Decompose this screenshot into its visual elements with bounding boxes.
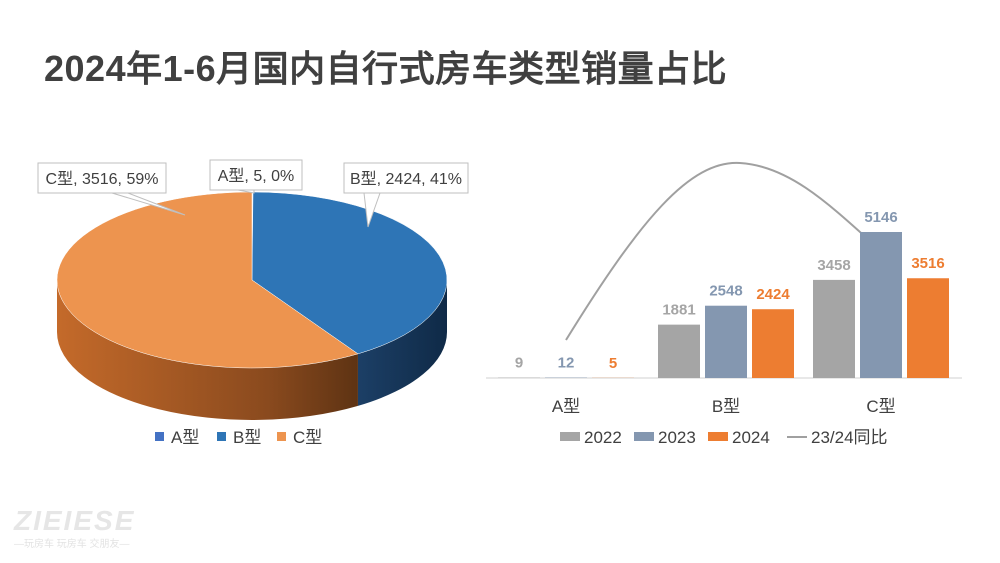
bar-value-label-C型-2023: 5146 bbox=[864, 209, 897, 226]
watermark-tagline: —玩房车 玩房车 交朋友— bbox=[14, 539, 130, 550]
bar-legend-label-2023: 2023 bbox=[658, 428, 696, 447]
bar-legend-swatch-2022 bbox=[560, 432, 580, 441]
bar-B型-2022 bbox=[658, 324, 700, 378]
pie-data-label-C: C型, 3516, 59% bbox=[46, 170, 159, 188]
pie-data-label-A: A型, 5, 0% bbox=[218, 167, 294, 185]
bar-value-label-B型-2022: 1881 bbox=[662, 302, 695, 319]
yoy-line bbox=[565, 161, 881, 341]
watermark: ZIEIESE —玩房车 玩房车 交朋友— bbox=[14, 505, 164, 550]
pie-label-box-C bbox=[37, 162, 167, 194]
bar-value-label-B型-2024: 2424 bbox=[756, 286, 790, 303]
x-tick-label-2: C型 bbox=[866, 397, 895, 416]
pie-side-C bbox=[57, 280, 358, 420]
bar-value-label-A型-2024: 5 bbox=[609, 355, 617, 372]
pie-label-box-B bbox=[343, 162, 469, 194]
bar-C型-2023 bbox=[860, 232, 902, 378]
bar-B型-2024 bbox=[752, 309, 794, 378]
bar-value-label-C型-2022: 3458 bbox=[817, 257, 850, 274]
pie-label-box-A bbox=[209, 159, 303, 191]
bar-legend-label-2024: 2024 bbox=[732, 428, 770, 447]
bar-legend-swatch-2023 bbox=[634, 432, 654, 441]
pie-legend-label-B: B型 bbox=[233, 428, 261, 447]
pie-legend-swatch-C bbox=[277, 432, 286, 441]
x-tick-label-1: B型 bbox=[712, 397, 740, 416]
bar-C型-2024 bbox=[907, 278, 949, 378]
bar-value-label-B型-2023: 2548 bbox=[709, 283, 742, 300]
pie-legend-label-A: A型 bbox=[171, 428, 199, 447]
pie-data-label-B: B型, 2424, 41% bbox=[350, 170, 462, 188]
watermark-logo: ZIEIESE bbox=[14, 505, 136, 536]
bar-legend-swatch-2024 bbox=[708, 432, 728, 441]
bar-C型-2022 bbox=[813, 279, 855, 378]
bar-value-label-A型-2023: 12 bbox=[558, 355, 575, 372]
bar-value-label-A型-2022: 9 bbox=[515, 355, 523, 372]
bar-legend-label-line: 23/24同比 bbox=[811, 428, 888, 447]
bar-B型-2023 bbox=[705, 305, 747, 378]
pie-legend-swatch-B bbox=[217, 432, 226, 441]
pie-side-B bbox=[357, 280, 447, 406]
pie-legend-label-C: C型 bbox=[293, 428, 322, 447]
x-tick-label-0: A型 bbox=[552, 397, 580, 416]
bar-value-label-C型-2024: 3516 bbox=[911, 255, 944, 272]
page-title: 2024年1-6月国内自行式房车类型销量占比 bbox=[44, 48, 728, 89]
pie-slice-B bbox=[251, 191, 448, 355]
bar-legend-label-2022: 2022 bbox=[584, 428, 622, 447]
pie-legend-swatch-A bbox=[155, 432, 164, 441]
